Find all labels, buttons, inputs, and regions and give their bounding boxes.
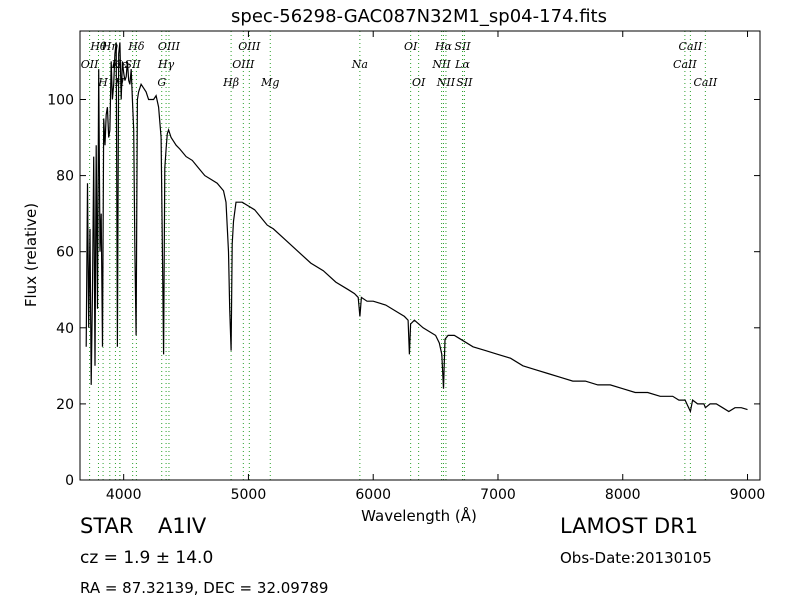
survey-label: LAMOST DR1 [560, 514, 699, 538]
line-marker-label: NII [431, 58, 451, 71]
x-tick-label: 5000 [231, 487, 267, 503]
line-marker-label: OII [81, 58, 99, 71]
y-tick-label: 80 [56, 169, 74, 185]
line-marker-label: Hγ [157, 58, 175, 71]
line-marker-label: OI [404, 40, 418, 53]
y-tick-label: 100 [47, 92, 74, 108]
y-axis-label: Flux (relative) [22, 203, 40, 307]
x-tick-label: 4000 [106, 487, 142, 503]
line-marker-label: Hβ [222, 76, 239, 89]
line-marker-label: Mg [260, 76, 279, 89]
redshift-text: cz = 1.9 ± 14.0 [80, 548, 214, 568]
line-marker-label: Hη [101, 40, 119, 53]
line-marker-label: OIII [232, 58, 255, 71]
object-subclass: A1IV [158, 514, 207, 538]
x-tick-label: 7000 [480, 487, 516, 503]
object-class: STAR [80, 514, 134, 538]
y-tick-label: 60 [56, 245, 74, 261]
line-marker-label: CaII [679, 40, 703, 53]
line-marker-label: NII [436, 76, 456, 89]
line-marker-label: Na [351, 58, 368, 71]
line-marker-label: OIII [238, 40, 261, 53]
plot-frame [79, 30, 761, 481]
y-tick-label: 20 [56, 397, 74, 413]
y-ticks: 0 20 40 60 80 100 [47, 92, 760, 489]
y-tick-label: 40 [56, 321, 74, 337]
obs-date: Obs-Date:20130105 [560, 549, 712, 567]
line-marker-label: CaII [673, 58, 697, 71]
x-tick-label: 9000 [730, 487, 766, 503]
line-marker-label: H [114, 76, 125, 89]
line-markers: OIIHθHHηKHHεSIIHδGHγOIIIHβOIIIOIIIMgNaOI… [81, 31, 718, 480]
line-marker-label: OIII [158, 40, 181, 53]
line-marker-label: G [157, 76, 166, 89]
line-marker-label: Hα [434, 40, 453, 53]
coordinates-text: RA = 87.32139, DEC = 32.09789 [80, 579, 329, 597]
line-marker-label: K [110, 58, 120, 71]
spectrum-line [85, 42, 748, 414]
x-ticks: 4000 5000 6000 7000 8000 9000 [106, 31, 765, 503]
line-marker-label: SII [125, 58, 142, 71]
line-marker-label: Hθ [89, 40, 107, 53]
y-tick-label: 0 [65, 473, 74, 489]
x-tick-label: 6000 [355, 487, 391, 503]
line-marker-label: CaII [694, 76, 718, 89]
line-marker-label: SII [456, 76, 473, 89]
line-marker-label: Hδ [127, 40, 145, 53]
x-tick-label: 8000 [605, 487, 641, 503]
x-axis-label: Wavelength (Å) [361, 506, 477, 525]
line-marker-label: Lα [454, 58, 470, 71]
line-marker-label: H [97, 76, 108, 89]
chart-title: spec-56298-GAC087N32M1_sp04-174.fits [231, 6, 607, 27]
line-marker-label: SII [454, 40, 471, 53]
line-marker-label: OI [412, 76, 426, 89]
